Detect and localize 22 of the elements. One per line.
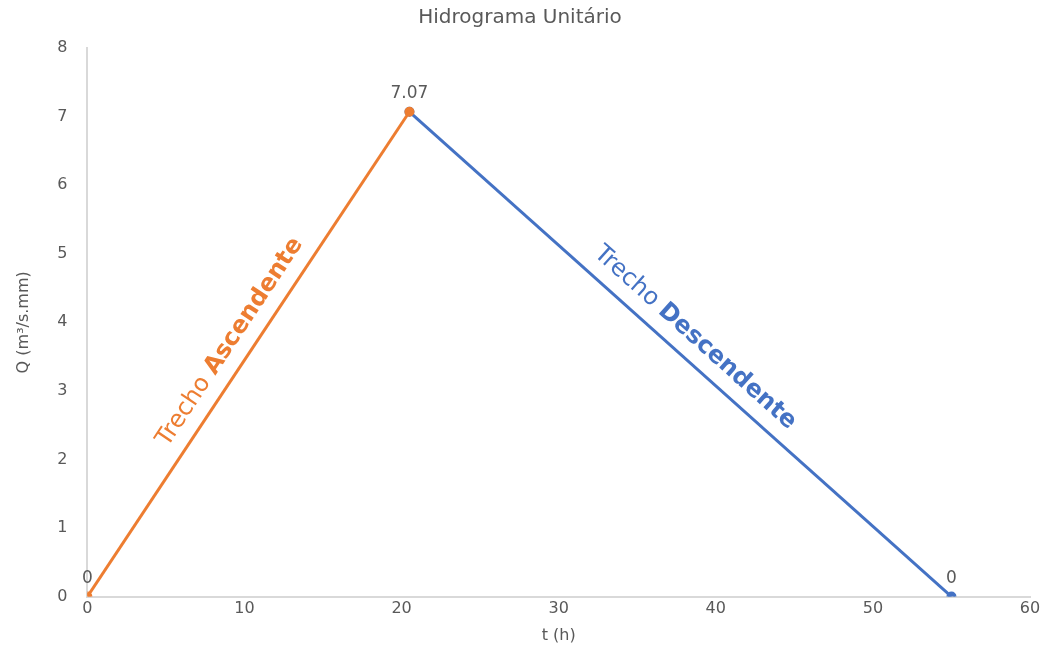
x-tick-label: 50 (862, 598, 884, 618)
y-tick-label: 3 (57, 380, 68, 400)
y-tick-label: 8 (57, 37, 68, 57)
x-axis-title: t (h) (541, 624, 576, 644)
x-tick-label: 30 (548, 598, 569, 618)
y-tick-label: 6 (57, 174, 68, 194)
data-label: 7.07 (390, 81, 429, 102)
x-tick-label: 10 (234, 598, 255, 618)
y-tick-label: 2 (57, 448, 68, 468)
y-tick-label: 4 (57, 311, 68, 331)
y-tick-label: 5 (57, 242, 68, 262)
y-axis-title: Q (m³/s.mm) (12, 271, 32, 374)
data-label: 0 (946, 566, 957, 587)
x-tick-label: 0 (82, 598, 93, 618)
y-tick-label: 0 (57, 585, 68, 605)
data-label: 0 (81, 566, 93, 587)
x-tick-label: 40 (705, 598, 726, 618)
x-tick-label: 20 (391, 598, 412, 618)
y-tick-label: 1 (57, 517, 68, 537)
x-tick-label: 60 (1019, 598, 1041, 618)
y-tick-label: 7 (57, 105, 68, 125)
chart-title: Hidrograma Unitário (418, 4, 622, 29)
